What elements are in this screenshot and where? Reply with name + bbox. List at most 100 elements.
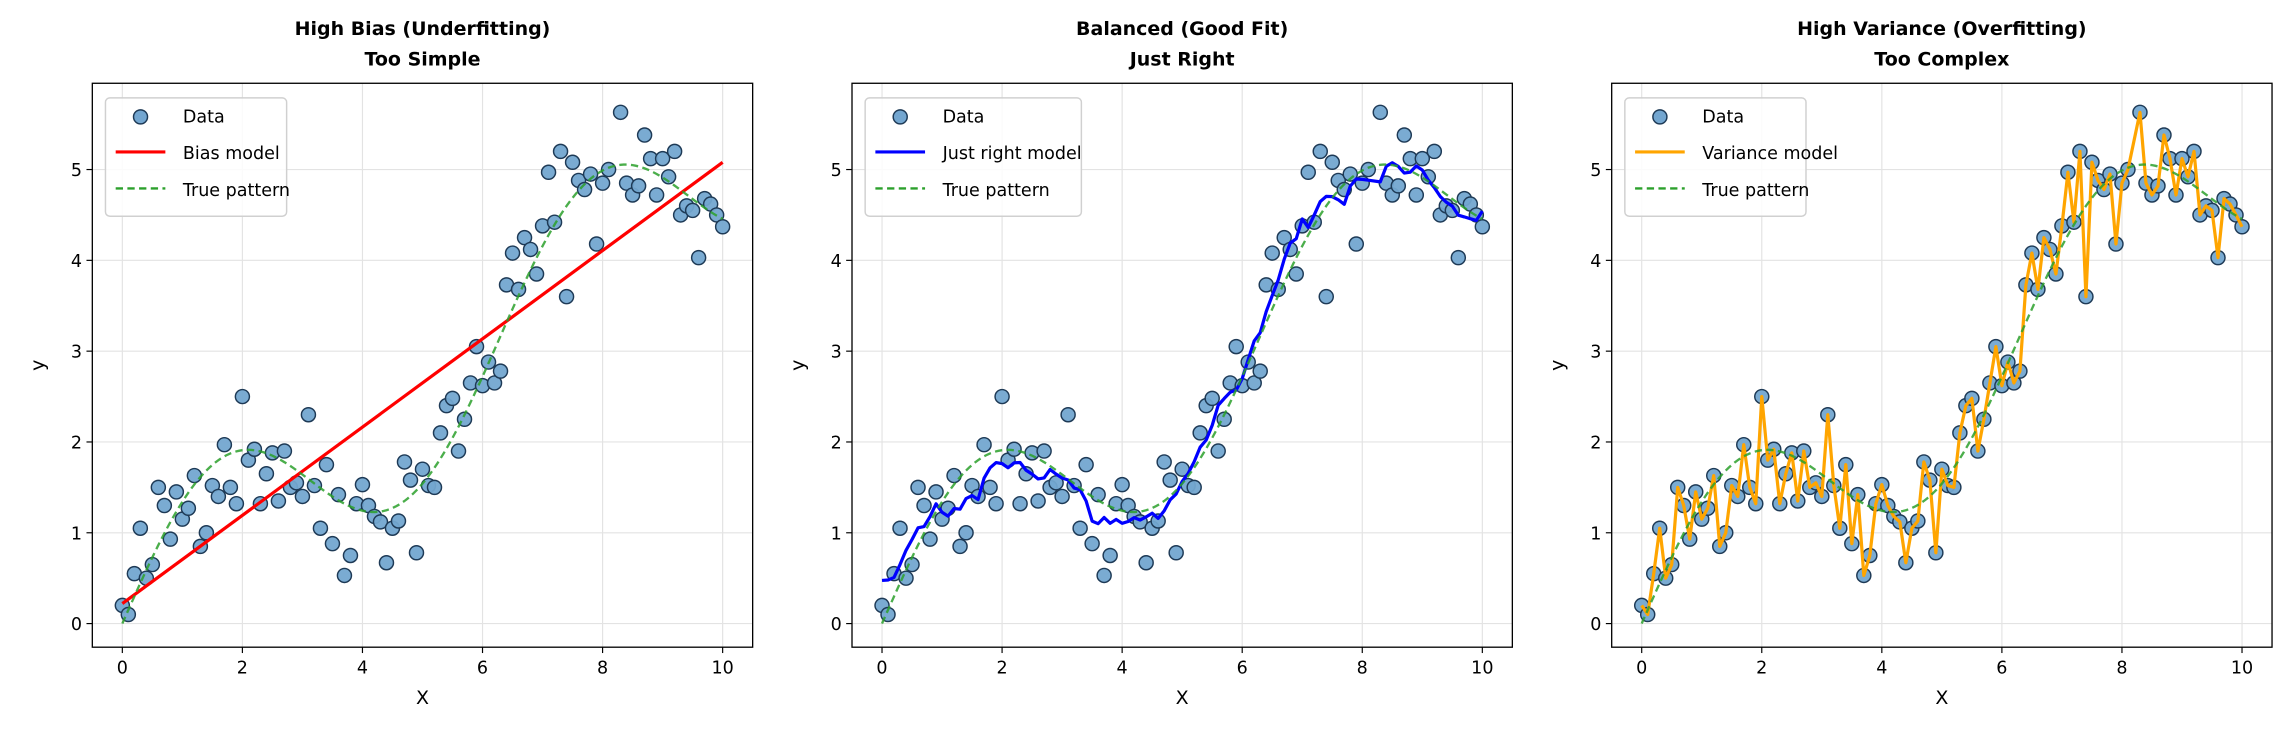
subplot-3: High Variance (Overfitting) Too Complex 0 2… (1546, 18, 2273, 709)
data-point (1414, 150, 1431, 167)
legend-label: Variance model (1702, 144, 1838, 164)
data-point (576, 181, 593, 198)
x-tick-label: 6 (1237, 658, 1248, 678)
data-point (898, 570, 914, 586)
data-point (276, 443, 293, 459)
axes-frame (851, 82, 1514, 648)
data-point (1252, 363, 1268, 379)
data-point (1060, 406, 1076, 423)
data-point (450, 443, 467, 459)
data-point (1186, 479, 1202, 496)
y-tick-label: 2 (71, 434, 82, 454)
data-point (414, 461, 431, 477)
data-point (1192, 425, 1208, 441)
data-point (582, 166, 599, 182)
data-point (648, 187, 665, 203)
y-tick-label: 0 (1590, 615, 1601, 635)
x-tick-label: 4 (1876, 658, 1887, 678)
true-pattern-line (880, 163, 1483, 625)
data-point (1264, 245, 1280, 261)
x-axis-label: X (416, 687, 429, 709)
data-point (390, 513, 407, 529)
y-tick-label: 5 (1590, 161, 1601, 181)
y-tick-label: 0 (71, 615, 82, 635)
legend: Data Just right model True pattern (864, 97, 1083, 217)
data-point (396, 454, 413, 470)
data-point (1156, 454, 1172, 470)
x-tick-label: 8 (597, 658, 608, 678)
legend-label: Just right model (942, 144, 1082, 164)
data-point (528, 266, 545, 282)
x-tick-label: 0 (117, 658, 128, 678)
data-point (1324, 154, 1340, 171)
data-point (372, 514, 389, 530)
y-tick-label: 5 (71, 161, 82, 181)
data-point (1312, 143, 1328, 160)
y-tick-label: 2 (831, 434, 842, 454)
data-point (1030, 493, 1046, 509)
x-tick-label: 8 (1357, 658, 1368, 678)
subplot-1: High Bias (Underfitting) Too Simple 0 2 4 6 8 1… (27, 18, 754, 709)
data-point (1318, 288, 1334, 305)
y-axis-label: y (787, 360, 809, 371)
legend-marker-data (132, 109, 149, 125)
y-tick-label: 1 (71, 524, 82, 544)
data-point (546, 214, 563, 230)
legend-box (864, 97, 1083, 217)
data-point (1396, 127, 1413, 143)
legend-label: True pattern (942, 181, 1050, 201)
model-line (881, 161, 1484, 583)
y-tick-label: 0 (831, 615, 842, 635)
data-point (318, 456, 335, 473)
x-tick-label: 10 (1471, 658, 1493, 678)
model-line (121, 160, 724, 605)
data-point (1072, 520, 1088, 536)
x-tick-label: 0 (1636, 658, 1647, 678)
axes-frame (1611, 82, 2273, 648)
data-point (1342, 166, 1359, 182)
x-tick-label: 10 (2231, 658, 2253, 678)
data-point (976, 436, 992, 453)
y-tick-label: 1 (831, 524, 842, 544)
model-line (1640, 110, 2244, 617)
legend: Data Variance model True pattern (1624, 97, 1838, 217)
data-point (180, 500, 197, 517)
data-point (444, 390, 461, 407)
data-point (300, 406, 317, 423)
data-point (928, 484, 944, 500)
title-line-2: Just Right (1128, 49, 1235, 71)
data-point (342, 547, 359, 564)
data-point (1162, 472, 1178, 488)
data-point (1408, 187, 1425, 203)
data-point (1114, 476, 1130, 493)
data-point (588, 236, 605, 252)
data-point (324, 535, 341, 552)
data-point (1474, 219, 1491, 235)
legend-label: Data (1702, 108, 1744, 128)
x-tick-label: 4 (1117, 658, 1128, 678)
x-axis-label: X (1935, 687, 1948, 709)
y-axis-label: y (27, 360, 49, 371)
x-tick-label: 6 (477, 658, 488, 678)
data-point (228, 495, 245, 512)
true-pattern-line (121, 163, 724, 625)
data-point (312, 520, 329, 536)
data-point (1102, 547, 1118, 564)
y-tick-label: 4 (1590, 252, 1601, 272)
data-point (1228, 338, 1244, 355)
data-point (958, 525, 974, 541)
data-point (156, 497, 173, 514)
y-tick-label: 4 (71, 252, 82, 272)
data-point (1348, 236, 1365, 252)
y-tick-label: 5 (831, 161, 842, 181)
legend-box (1624, 97, 1807, 217)
true-pattern-line (1640, 163, 2243, 625)
data-point (522, 241, 539, 258)
y-tick-label: 1 (1590, 524, 1601, 544)
data-point (922, 531, 938, 547)
data-point (402, 472, 419, 488)
y-tick-label: 3 (1590, 343, 1601, 363)
data-point (982, 479, 998, 496)
data-point (564, 154, 581, 171)
data-point (234, 388, 251, 405)
